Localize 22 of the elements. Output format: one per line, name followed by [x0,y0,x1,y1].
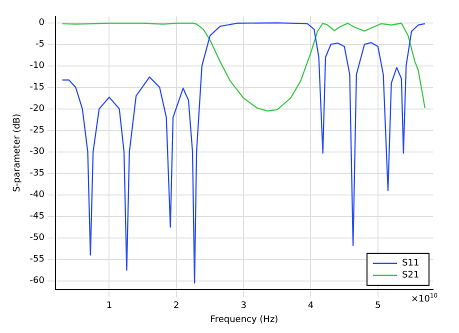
y-axis-title: S-parameter (dB) [12,114,23,192]
y-tick-label: -25 [30,126,44,136]
x-tick-label: 4 [308,301,314,312]
legend-label: S11 [402,258,420,269]
y-tick-label: -5 [36,40,44,50]
y-tick-label: -60 [30,276,45,286]
y-tick-label: -35 [30,168,44,179]
x-tick-label: 2 [174,301,180,312]
x-tick-label: 5 [375,301,381,312]
legend-label: S21 [402,270,420,281]
y-tick-label: -20 [30,104,45,114]
x-axis-title: Frequency (Hz) [210,314,278,325]
y-tick-label: -10 [30,61,45,72]
x-tick-label: 1 [106,301,112,312]
y-tick-label: -55 [30,254,44,265]
y-tick-label: -30 [30,147,45,158]
y-tick-label: -45 [30,212,44,222]
y-tick-label: 0 [38,18,45,28]
y-tick-label: -50 [30,233,45,244]
y-tick-label: -40 [30,190,45,200]
x-tick-label: 3 [240,301,246,312]
y-tick-label: -15 [30,82,44,93]
